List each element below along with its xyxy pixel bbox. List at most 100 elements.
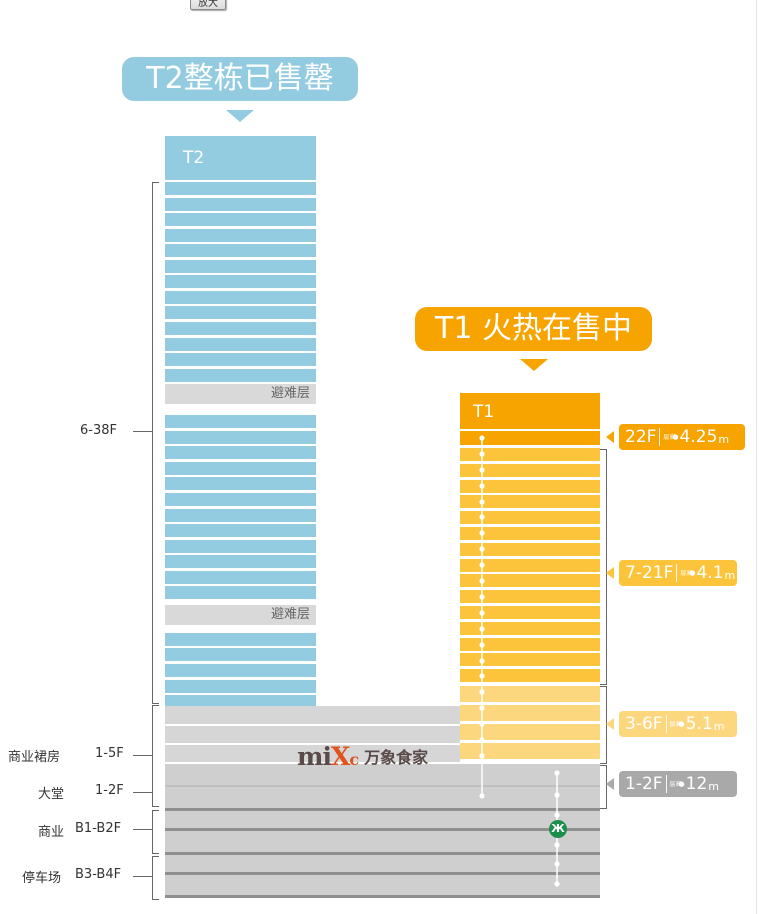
tag-unit: m [724, 568, 736, 582]
t2-floor [165, 244, 316, 257]
t2-floor [165, 571, 316, 584]
t2-tower-label: T2 [165, 136, 316, 180]
t2-floor [165, 260, 316, 273]
elevator-stop-dot [554, 792, 560, 798]
lobby-tick [133, 792, 153, 793]
t2-banner-pointer [226, 110, 254, 122]
commercial-bracket [152, 810, 159, 854]
lobby-floors-label: 1-2F [95, 783, 124, 798]
parking-floors-label: B3-B4F [75, 867, 122, 882]
tag-1-2f-arrow [606, 778, 614, 790]
parking-name-label: 停车场 [22, 871, 62, 886]
basement-level [165, 855, 600, 872]
t2-floor [165, 695, 316, 708]
elevator-stop-dot [479, 610, 485, 616]
t1-floor [460, 527, 600, 540]
parking-bracket [152, 856, 159, 900]
t2-floor [165, 275, 316, 288]
elevator-stop-dot [479, 626, 485, 632]
t2-floor [165, 446, 316, 459]
t2-floors-tick [133, 431, 153, 432]
t1-floor [460, 638, 600, 651]
t2-floor [165, 462, 316, 475]
metro-icon: Ж [549, 820, 567, 838]
t1-floor [460, 495, 600, 508]
t1-floor [460, 606, 600, 619]
basement-level [165, 875, 600, 895]
tag-caption: 层高 [680, 569, 693, 577]
elevator-stop-dot [479, 642, 485, 648]
t2-floor [165, 555, 316, 568]
tag-caption: 层高 [669, 720, 682, 728]
t2-floor [165, 648, 316, 661]
t2-floor [165, 524, 316, 537]
t1-floor [460, 464, 600, 477]
mixc-logo-mark: miXc [297, 741, 359, 771]
elevator-stop-dot [479, 483, 485, 489]
podium-floor [165, 706, 460, 724]
t1-floor [460, 448, 600, 461]
t1-floor [460, 590, 600, 603]
tag-floors: 3-6F [625, 714, 663, 734]
elevator-stop-dot [479, 737, 485, 743]
tag-7-21f: 7-21F 层高 ● 4.1 m [619, 560, 737, 586]
t1-tower-label: T1 [460, 393, 600, 429]
elevator-stop-dot [554, 812, 560, 818]
t2-floor [165, 680, 316, 693]
basement-divider [165, 895, 600, 898]
tag-value: 5.1 [685, 714, 713, 734]
t2-floor [165, 213, 316, 226]
podium-floor [165, 745, 460, 762]
basement-divider [165, 808, 600, 811]
t2-floor [165, 586, 316, 599]
t2-floor [165, 229, 316, 242]
t2-floors-bracket [152, 182, 159, 704]
t1-floor [460, 653, 600, 666]
t1-floor [460, 511, 600, 524]
t1-floor [460, 574, 600, 587]
podium-bracket [152, 705, 159, 807]
t2-floor [165, 198, 316, 211]
elevator-stop-dot [479, 435, 485, 441]
zoom-button[interactable]: 放大 [190, 0, 226, 10]
t2-floor [165, 633, 316, 646]
t1-floor-low [460, 743, 600, 759]
basement-divider [165, 872, 600, 875]
t2-floor [165, 664, 316, 677]
tag-3-6f-arrow [606, 718, 614, 730]
t2-floor [165, 338, 316, 351]
tag-unit: m [713, 719, 725, 733]
t2-floor [165, 322, 316, 335]
tag-unit: m [708, 779, 720, 793]
t1-floor-low [460, 705, 600, 721]
tag-value: 4.1 [696, 563, 724, 583]
commercial-name-label: 商业 [38, 825, 65, 840]
t2-refuge-floor-lower: 避难层 [165, 605, 316, 625]
elevator-stop-dot [479, 673, 485, 679]
t1-on-sale-banner: T1 火热在售中 [415, 307, 652, 351]
t1-floor-low [460, 686, 600, 702]
tag-caption: 层高 [669, 780, 682, 788]
elevator-stop-dot [479, 514, 485, 520]
parking-tick [133, 876, 153, 877]
t1-floor [460, 543, 600, 556]
basement-level [165, 811, 600, 828]
elevator-stop-dot [479, 721, 485, 727]
tag-value: 4.25 [679, 427, 718, 447]
tag-floors: 1-2F [625, 774, 663, 794]
t2-floor [165, 306, 316, 319]
t1-floor-22f [460, 431, 600, 445]
t1-floor [460, 622, 600, 635]
elevator-stop-dot [479, 594, 485, 600]
t2-floor [165, 291, 316, 304]
tag-22f: 22F 层高 ● 4.25 m [619, 424, 745, 450]
t1-floor [460, 669, 600, 682]
t2-floor [165, 477, 316, 490]
t2-refuge-floor-upper: 避难层 [165, 384, 316, 404]
t2-floor [165, 369, 316, 382]
podium-floor [165, 726, 460, 743]
elevator-stop-dot [479, 793, 485, 799]
tag-unit: m [718, 432, 730, 446]
elevator-stop-dot [479, 499, 485, 505]
